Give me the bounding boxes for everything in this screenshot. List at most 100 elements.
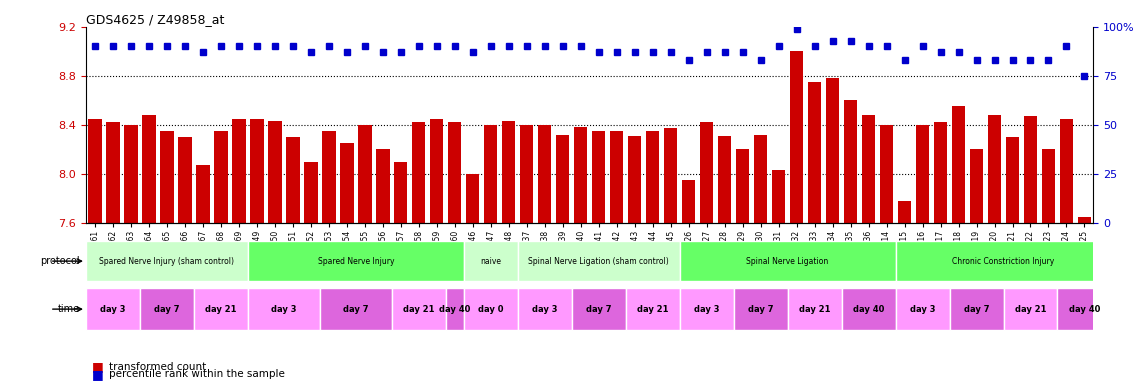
Bar — [718, 136, 732, 223]
Bar — [682, 180, 695, 223]
Bar — [680, 288, 734, 330]
Bar — [1077, 217, 1091, 223]
Text: day 3: day 3 — [910, 305, 935, 314]
Text: day 7: day 7 — [964, 305, 989, 314]
Bar — [842, 288, 895, 330]
Text: Spinal Nerve Ligation: Spinal Nerve Ligation — [747, 257, 829, 266]
Bar — [502, 121, 515, 223]
Bar — [844, 100, 858, 223]
Bar — [484, 125, 497, 223]
Bar — [464, 241, 518, 281]
Bar — [448, 122, 461, 223]
Bar — [1042, 149, 1056, 223]
Bar — [124, 125, 137, 223]
Bar — [916, 125, 930, 223]
Text: Spinal Nerve Ligation (sham control): Spinal Nerve Ligation (sham control) — [528, 257, 669, 266]
Text: day 21: day 21 — [205, 305, 237, 314]
Bar — [592, 131, 606, 223]
Bar — [394, 162, 408, 223]
Bar — [556, 135, 569, 223]
Bar — [808, 82, 821, 223]
Bar — [376, 149, 389, 223]
Bar — [431, 119, 443, 223]
Text: day 3: day 3 — [100, 305, 126, 314]
Text: day 21: day 21 — [637, 305, 669, 314]
Bar — [247, 288, 319, 330]
Bar — [680, 241, 895, 281]
Bar — [160, 131, 174, 223]
Bar — [194, 288, 247, 330]
Bar — [247, 241, 464, 281]
Bar — [826, 78, 839, 223]
Bar — [142, 115, 156, 223]
Text: ■: ■ — [92, 368, 103, 381]
Text: day 3: day 3 — [532, 305, 558, 314]
Text: percentile rank within the sample: percentile rank within the sample — [109, 369, 285, 379]
Bar — [898, 201, 911, 223]
Bar — [700, 122, 713, 223]
Text: transformed count: transformed count — [109, 362, 206, 372]
Text: day 21: day 21 — [799, 305, 830, 314]
Bar — [520, 125, 534, 223]
Bar — [949, 288, 1003, 330]
Bar — [610, 131, 623, 223]
Text: day 0: day 0 — [477, 305, 504, 314]
Text: day 21: day 21 — [403, 305, 434, 314]
Bar — [518, 241, 680, 281]
Bar — [538, 125, 552, 223]
Text: day 40: day 40 — [1068, 305, 1100, 314]
Bar — [627, 136, 641, 223]
Bar — [340, 143, 354, 223]
Bar — [988, 115, 1001, 223]
Bar — [86, 241, 247, 281]
Bar — [934, 122, 947, 223]
Bar — [772, 170, 785, 223]
Text: day 3: day 3 — [271, 305, 297, 314]
Bar — [140, 288, 194, 330]
Text: Chronic Constriction Injury: Chronic Constriction Injury — [953, 257, 1055, 266]
Bar — [862, 115, 875, 223]
Bar — [895, 241, 1112, 281]
Text: day 7: day 7 — [748, 305, 773, 314]
Bar — [214, 131, 228, 223]
Bar — [286, 137, 300, 223]
Bar — [445, 288, 464, 330]
Text: day 7: day 7 — [155, 305, 180, 314]
Text: day 40: day 40 — [853, 305, 884, 314]
Text: naive: naive — [480, 257, 502, 266]
Text: day 21: day 21 — [1014, 305, 1047, 314]
Bar — [895, 288, 949, 330]
Bar — [574, 127, 587, 223]
Bar — [1060, 119, 1073, 223]
Bar — [790, 51, 804, 223]
Bar — [412, 122, 426, 223]
Bar — [106, 122, 119, 223]
Bar — [1058, 288, 1112, 330]
Bar — [970, 149, 984, 223]
Bar — [646, 131, 660, 223]
Bar — [232, 119, 245, 223]
Bar — [179, 137, 191, 223]
Bar — [753, 135, 767, 223]
Bar — [1003, 288, 1058, 330]
Text: protocol: protocol — [40, 256, 80, 266]
Bar — [250, 119, 263, 223]
Bar — [305, 162, 317, 223]
Text: day 40: day 40 — [439, 305, 471, 314]
Bar — [518, 288, 571, 330]
Bar — [392, 288, 445, 330]
Bar — [268, 121, 282, 223]
Text: ■: ■ — [92, 360, 103, 373]
Bar — [788, 288, 842, 330]
Bar — [86, 288, 140, 330]
Bar — [358, 125, 371, 223]
Bar — [879, 125, 893, 223]
Text: GDS4625 / Z49858_at: GDS4625 / Z49858_at — [86, 13, 224, 26]
Text: Spared Nerve Injury (sham control): Spared Nerve Injury (sham control) — [100, 257, 235, 266]
Text: day 7: day 7 — [586, 305, 611, 314]
Bar — [1005, 137, 1019, 223]
Bar — [625, 288, 680, 330]
Text: time: time — [58, 304, 80, 314]
Text: day 3: day 3 — [694, 305, 719, 314]
Bar — [196, 165, 210, 223]
